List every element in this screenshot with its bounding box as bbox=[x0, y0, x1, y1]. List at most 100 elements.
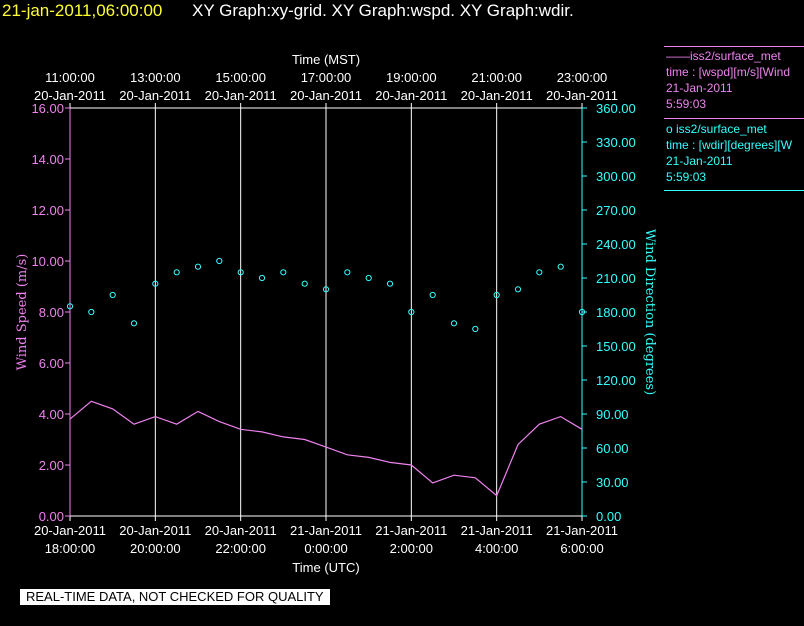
wdir-point-13 bbox=[344, 269, 351, 276]
qc-notice: REAL-TIME DATA, NOT CHECKED FOR QUALITY bbox=[20, 589, 330, 605]
left-tick-label-1: 2.00 bbox=[39, 458, 64, 473]
top-tick-time-3: 17:00:00 bbox=[301, 70, 352, 85]
wdir-point-10 bbox=[280, 269, 287, 276]
wdir-point-23 bbox=[557, 263, 564, 270]
header-date-time: 21-jan-2011,06:00:00 bbox=[2, 1, 163, 20]
legend-wspd-line2: time : [wspd][m/s][Wind bbox=[666, 65, 791, 79]
wdir-point-14 bbox=[365, 274, 372, 282]
right-tick-label-11: 330.00 bbox=[596, 135, 636, 150]
left-tick-label-2: 4.00 bbox=[39, 407, 64, 422]
left-tick-label-6: 12.00 bbox=[31, 203, 64, 218]
wdir-point-11 bbox=[301, 280, 308, 287]
wdir-point-5 bbox=[173, 269, 180, 276]
bottom-tick-time-0: 18:00:00 bbox=[45, 541, 96, 556]
bottom-tick-time-2: 22:00:00 bbox=[215, 541, 266, 556]
wdir-point-6 bbox=[194, 263, 202, 270]
legend-wdir-line2: time : [wdir][degrees][W bbox=[666, 138, 793, 152]
wdir-point-1 bbox=[88, 308, 95, 316]
bottom-tick-date-3: 21-Jan-2011 bbox=[290, 523, 362, 538]
wspd-series bbox=[69, 400, 583, 497]
left-tick-label-8: 16.00 bbox=[31, 101, 64, 116]
top-tick-date-5: 20-Jan-2011 bbox=[461, 88, 533, 103]
wdir-point-19 bbox=[472, 325, 479, 333]
legend-bottom-rule bbox=[664, 190, 804, 191]
wspd-line bbox=[69, 400, 583, 497]
right-tick-label-8: 240.00 bbox=[596, 237, 636, 252]
right-tick-label-9: 270.00 bbox=[596, 203, 636, 218]
top-tick-date-4: 20-Jan-2011 bbox=[375, 88, 447, 103]
left-tick-label-7: 14.00 bbox=[31, 152, 64, 167]
legend-wspd-top-rule bbox=[664, 46, 804, 47]
left-tick-label-4: 8.00 bbox=[39, 305, 64, 320]
left-axis-title: Wind Speed (m/s) bbox=[15, 254, 30, 371]
top-tick-date-0: 20-Jan-2011 bbox=[34, 88, 106, 103]
top-tick-time-2: 15:00:00 bbox=[215, 70, 266, 85]
legend-wspd[interactable]: ——iss2/surface_met time : [wspd][m/s][Wi… bbox=[666, 48, 804, 112]
wdir-point-12 bbox=[322, 286, 330, 293]
left-tick-label-3: 6.00 bbox=[39, 356, 64, 371]
bottom-tick-date-5: 21-Jan-2011 bbox=[461, 523, 533, 538]
bottom-tick-date-0: 20-Jan-2011 bbox=[34, 523, 106, 538]
wdir-series bbox=[66, 257, 586, 333]
right-tick-label-12: 360.00 bbox=[596, 101, 636, 116]
bottom-tick-date-6: 21-Jan-2011 bbox=[546, 523, 618, 538]
bottom-tick-time-6: 6:00:00 bbox=[560, 541, 603, 556]
wdir-point-22 bbox=[536, 269, 543, 276]
wdir-point-3 bbox=[130, 320, 138, 327]
wdir-point-15 bbox=[386, 280, 394, 287]
top-tick-time-5: 21:00:00 bbox=[471, 70, 522, 85]
right-tick-label-4: 120.00 bbox=[596, 373, 636, 388]
top-tick-time-4: 19:00:00 bbox=[386, 70, 437, 85]
bottom-axis-title: Time (UTC) bbox=[292, 560, 359, 575]
right-axis-title: Wind Direction (degrees) bbox=[642, 229, 657, 395]
top-axis-title: Time (MST) bbox=[292, 52, 360, 67]
legend-wspd-line4: 5:59:03 bbox=[666, 97, 707, 111]
bottom-tick-time-5: 4:00:00 bbox=[475, 541, 518, 556]
bottom-tick-time-4: 2:00:00 bbox=[390, 541, 433, 556]
grid-lines bbox=[154, 108, 498, 516]
wdir-point-21 bbox=[514, 286, 522, 293]
right-tick-label-3: 90.00 bbox=[596, 407, 629, 422]
right-tick-label-0: 0.00 bbox=[596, 509, 621, 524]
bottom-tick-date-1: 20-Jan-2011 bbox=[119, 523, 191, 538]
legend-wdir-line4: 5:59:03 bbox=[666, 170, 707, 184]
top-tick-date-6: 20-Jan-2011 bbox=[546, 88, 618, 103]
axis-labels: 11:00:00 20-Jan-2011 13:00:00 20-Jan-2011 15… bbox=[15, 52, 657, 575]
top-tick-time-0: 11:00:00 bbox=[45, 70, 95, 85]
bottom-tick-time-3: 0:00:00 bbox=[304, 541, 347, 556]
bottom-tick-time-1: 20:00:00 bbox=[130, 541, 181, 556]
wdir-point-0 bbox=[66, 303, 74, 310]
right-tick-label-10: 300.00 bbox=[596, 169, 636, 184]
wdir-point-17 bbox=[429, 291, 436, 299]
wdir-point-2 bbox=[109, 291, 116, 299]
top-tick-date-2: 20-Jan-2011 bbox=[205, 88, 277, 103]
legend-wdir-line3: 21-Jan-2011 bbox=[666, 154, 733, 168]
wdir-point-18 bbox=[450, 320, 458, 327]
top-tick-time-6: 23:00:00 bbox=[557, 70, 608, 85]
left-tick-label-5: 10.00 bbox=[31, 254, 64, 269]
top-tick-time-1: 13:00:00 bbox=[130, 70, 181, 85]
bottom-tick-date-4: 21-Jan-2011 bbox=[375, 523, 447, 538]
header-graph-list: XY Graph:xy-grid. XY Graph:wspd. XY Grap… bbox=[192, 1, 574, 20]
wdir-point-4 bbox=[152, 280, 159, 287]
wdir-point-16 bbox=[408, 308, 415, 316]
right-tick-label-5: 150.00 bbox=[596, 339, 636, 354]
bottom-tick-date-2: 20-Jan-2011 bbox=[205, 523, 277, 538]
right-tick-label-1: 30.00 bbox=[596, 475, 629, 490]
legend-wdir[interactable]: o iss2/surface_met time : [wdir][degrees… bbox=[666, 121, 804, 185]
wdir-point-20 bbox=[493, 291, 500, 299]
right-tick-label-7: 210.00 bbox=[596, 271, 636, 286]
wdir-point-8 bbox=[237, 269, 244, 276]
legend-wdir-line1: o iss2/surface_met bbox=[666, 122, 767, 136]
top-tick-date-1: 20-Jan-2011 bbox=[119, 88, 191, 103]
left-tick-label-0: 0.00 bbox=[39, 509, 64, 524]
legend-wspd-line1: ——iss2/surface_met bbox=[666, 49, 781, 63]
wdir-point-7 bbox=[216, 257, 223, 265]
wdir-point-9 bbox=[258, 274, 266, 282]
right-tick-label-6: 180.00 bbox=[596, 305, 636, 320]
right-tick-label-2: 60.00 bbox=[596, 441, 629, 456]
wdir-point-24 bbox=[578, 308, 586, 316]
top-tick-date-3: 20-Jan-2011 bbox=[290, 88, 362, 103]
legend-divider bbox=[664, 118, 804, 119]
